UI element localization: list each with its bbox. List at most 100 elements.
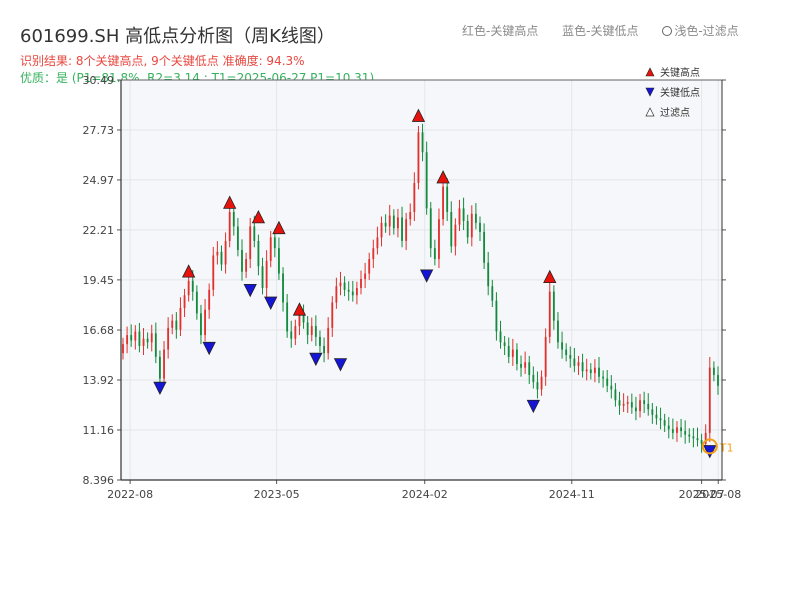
- candle-body: [474, 213, 477, 223]
- candle-body: [491, 286, 494, 301]
- candle-body: [696, 438, 699, 441]
- candle-body: [200, 313, 202, 336]
- candle-body: [228, 211, 231, 241]
- candle-body: [704, 432, 707, 444]
- candle-body: [273, 237, 276, 249]
- candle-body: [376, 237, 379, 249]
- candle-body: [179, 307, 182, 330]
- candle-body: [708, 367, 711, 433]
- candles-layer: [122, 123, 719, 453]
- candle-body: [450, 211, 453, 247]
- legend-filter-icon: [645, 107, 655, 117]
- candle-body: [384, 222, 387, 227]
- candle-body: [483, 231, 486, 263]
- candle-body: [278, 248, 280, 274]
- candle-body: [663, 420, 666, 426]
- circle-icon: [662, 26, 673, 36]
- y-tick-label: 22.21: [83, 224, 115, 237]
- candle-body: [187, 280, 190, 296]
- candle-body: [159, 356, 161, 379]
- candle-body: [286, 302, 289, 332]
- y-tick-label: 13.92: [83, 374, 115, 387]
- candle-body: [368, 259, 371, 274]
- candle-body: [253, 226, 256, 241]
- candle-body: [585, 369, 588, 372]
- candle-body: [191, 280, 194, 292]
- candle-body: [442, 186, 444, 220]
- candle-body: [290, 331, 293, 339]
- y-tick-label: 11.16: [83, 424, 115, 437]
- candle-body: [622, 403, 625, 406]
- key-high-marker: [251, 209, 266, 224]
- candle-body: [122, 344, 124, 354]
- candle-body: [212, 255, 215, 290]
- key-low-marker: [309, 352, 323, 367]
- candle-body: [257, 240, 260, 267]
- y-tick-label: 30.49: [83, 74, 115, 87]
- candle-body: [532, 374, 535, 383]
- candle-body: [573, 358, 576, 366]
- candle-body: [454, 224, 457, 247]
- legend-low-icon: [645, 87, 655, 97]
- candle-body: [659, 418, 662, 421]
- candle-body: [520, 364, 522, 368]
- y-tick-label: 16.68: [83, 324, 115, 337]
- candle-body: [639, 400, 641, 412]
- candle-body: [466, 221, 469, 238]
- recognition-result-text: 识别结果: 8个关键高点, 9个关键低点 准确度: 94.3%: [20, 54, 305, 68]
- candle-body: [425, 152, 428, 209]
- key-low-marker: [153, 381, 167, 396]
- color-key-red: 红色-关键高点: [462, 24, 539, 38]
- candle-body: [232, 211, 235, 227]
- candle-body: [671, 429, 674, 433]
- candle-body: [598, 367, 600, 377]
- candle-body: [339, 282, 342, 287]
- candle-body: [236, 226, 239, 251]
- candle-body: [331, 302, 334, 328]
- candle-body: [380, 222, 383, 238]
- chart-title: 601699.SH 高低点分析图（周K线图）: [20, 26, 335, 47]
- candle-body: [606, 378, 609, 386]
- candle-body: [216, 251, 219, 256]
- candle-body: [142, 338, 145, 346]
- candle-body: [249, 226, 252, 260]
- candle-body: [655, 414, 658, 419]
- candle-body: [618, 400, 621, 406]
- candle-body: [241, 250, 243, 272]
- candle-body: [130, 335, 133, 341]
- legend-high-icon: [645, 67, 655, 77]
- candle-body: [446, 186, 449, 212]
- candle-body: [470, 213, 473, 238]
- candle-body: [204, 309, 206, 336]
- candle-body: [479, 222, 481, 232]
- candle-body: [351, 291, 354, 296]
- candle-body: [569, 355, 572, 359]
- candle-body: [712, 367, 715, 375]
- key-high-marker: [411, 108, 426, 122]
- candle-body: [667, 425, 670, 430]
- candle-body: [499, 331, 502, 343]
- candle-body: [688, 434, 691, 437]
- candle-body: [220, 251, 223, 265]
- candle-body: [635, 407, 637, 412]
- candle-body: [495, 300, 498, 332]
- candle-body: [692, 436, 695, 439]
- candle-body: [306, 322, 309, 336]
- candle-body: [507, 345, 510, 357]
- candle-body: [458, 208, 461, 225]
- candle-body: [462, 208, 465, 222]
- candle-body: [360, 278, 362, 289]
- candle-body: [589, 369, 592, 374]
- candle-body: [528, 362, 531, 375]
- color-key-blue: 蓝色-关键低点: [562, 24, 639, 38]
- y-tick-label: 8.396: [83, 474, 115, 487]
- key-low-marker: [703, 445, 717, 459]
- key-low-marker: [420, 269, 434, 283]
- candle-body: [647, 403, 650, 410]
- legend-filter-label: 过滤点: [660, 106, 690, 119]
- candle-body: [310, 326, 313, 336]
- candle-body: [150, 333, 153, 343]
- candle-body: [298, 315, 301, 327]
- candle-body: [355, 288, 358, 296]
